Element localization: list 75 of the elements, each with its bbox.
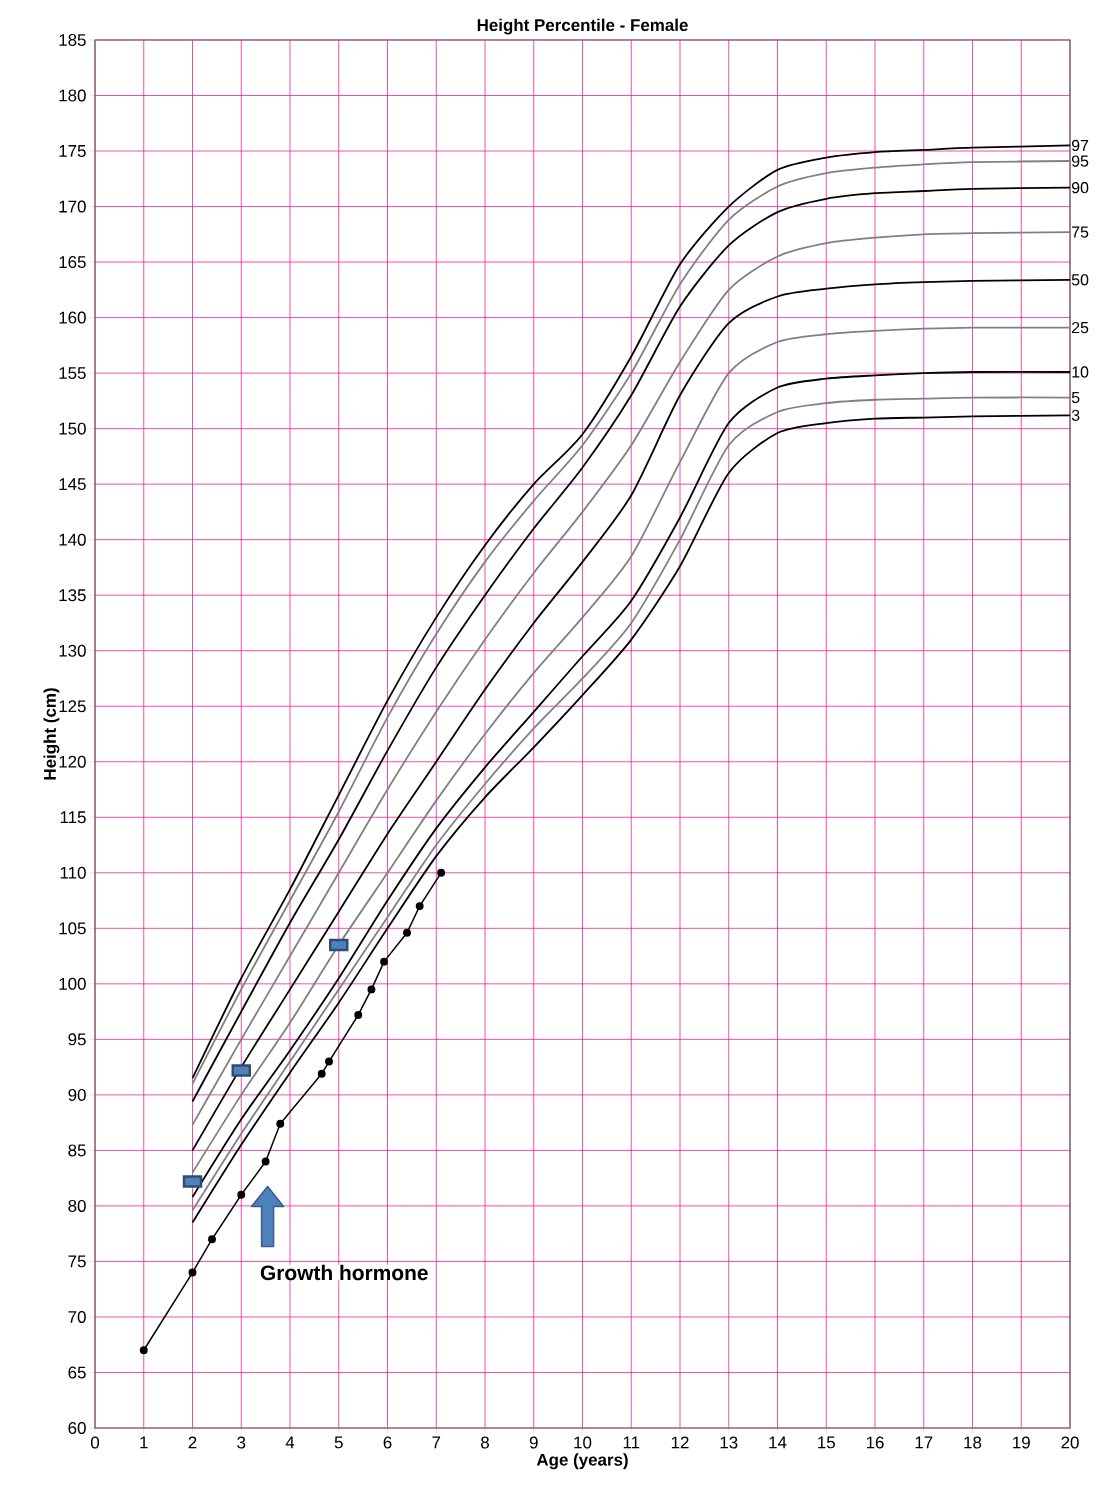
y-tick-label: 105 [59,922,86,935]
point [237,1190,246,1199]
y-tick-label: 135 [59,589,86,602]
series-label: 97 [1071,139,1089,152]
x-tick-label: 20 [1061,1436,1079,1449]
x-tick-label: 4 [285,1436,295,1449]
y-tick-label: 160 [59,311,86,324]
point [208,1235,216,1244]
x-tick-label: 19 [1013,1436,1030,1449]
x-tick-label: 1 [140,1436,148,1449]
y-tick-label: 165 [59,256,86,269]
x-tick-label: 2 [188,1436,197,1449]
annotation: Growth hormone [260,1264,428,1281]
x-tick-label: 18 [964,1436,982,1449]
series-label: 5 [1071,391,1080,404]
point [437,868,446,877]
point [380,957,389,966]
series-label: 10 [1072,366,1089,378]
x-tick-label: 8 [481,1436,489,1449]
x-tick-label: 17 [915,1436,933,1449]
x-tick-label: 7 [432,1436,441,1449]
x-tick-label: 16 [866,1436,884,1449]
y-tick-label: 150 [59,422,86,435]
x-tick-label: 13 [720,1436,738,1449]
x-tick-label: 0 [90,1436,100,1449]
y-tick-label: 115 [60,811,86,824]
point [325,1057,333,1066]
point [261,1157,270,1166]
y-tick-label: 185 [59,33,86,46]
point [354,1010,363,1019]
y-axis-title: Height (cm) [43,688,60,780]
y-tick-label: 85 [68,1144,86,1157]
point [139,1346,148,1355]
x-tick-label: 12 [671,1436,689,1449]
series-label: 25 [1072,321,1089,334]
y-tick-label: 70 [68,1310,86,1323]
x-tick-label: 11 [623,1436,640,1449]
x-tick-label: 15 [818,1436,835,1449]
point [329,938,349,952]
y-tick-label: 110 [60,866,86,879]
x-tick-label: 9 [529,1436,538,1449]
chart-title: Height Percentile - Female [477,18,688,35]
y-tick-label: 155 [59,367,86,380]
y-tick-label: 75 [68,1255,86,1268]
point [188,1268,197,1277]
point [403,928,411,937]
y-tick-label: 170 [59,200,86,213]
y-tick-label: 120 [59,755,86,768]
point [317,1069,326,1078]
y-tick-label: 65 [68,1366,86,1379]
series-label: 95 [1071,155,1089,167]
x-tick-label: 14 [769,1436,787,1449]
y-tick-label: 175 [59,145,86,157]
x-axis-title: Age (years) [536,1453,628,1470]
y-tick-label: 145 [59,478,86,491]
y-tick-label: 95 [68,1033,86,1046]
x-tick-label: 5 [334,1436,343,1449]
series-label: 50 [1071,274,1089,286]
point [415,902,424,911]
y-tick-label: 125 [59,700,86,713]
y-tick-label: 140 [59,533,86,546]
point [276,1119,285,1128]
y-tick-label: 80 [68,1199,86,1212]
x-tick-label: 10 [574,1436,592,1449]
y-tick-label: 60 [68,1422,86,1434]
point [367,985,376,994]
x-tick-label: 3 [237,1436,246,1449]
series-label: 3 [1071,409,1080,421]
series-label: 90 [1071,182,1089,194]
x-tick-label: 6 [383,1436,392,1449]
series-label: 75 [1072,226,1089,238]
y-tick-label: 100 [59,977,86,990]
y-tick-label: 90 [68,1088,86,1101]
y-tick-label: 130 [59,644,86,657]
y-tick-label: 180 [59,89,86,102]
